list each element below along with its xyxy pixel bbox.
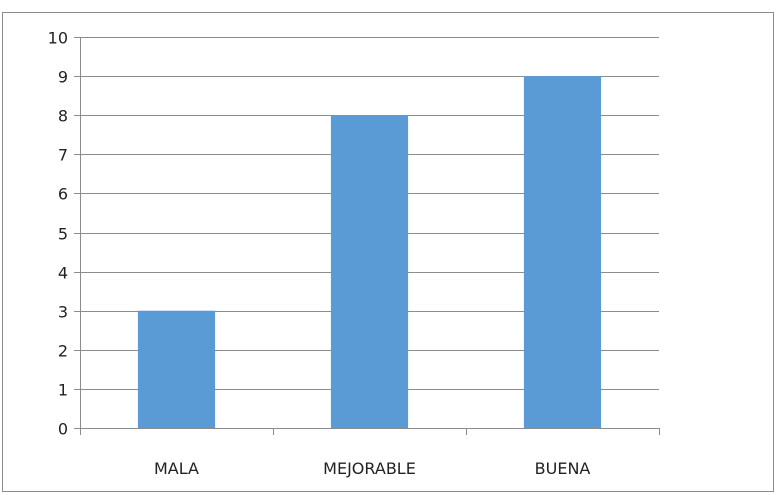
bar-mala [137,310,216,428]
axes [74,37,660,435]
y-tick-label-1: 1 [58,381,68,400]
bar-buena [523,76,602,428]
bars [137,76,602,428]
y-tick-label-5: 5 [58,225,68,244]
y-tick-label-10: 10 [48,29,68,48]
y-tick-label-7: 7 [58,146,68,165]
y-tick-label-4: 4 [58,264,68,283]
y-tick-label-8: 8 [58,107,68,126]
y-tick-label-3: 3 [58,303,68,322]
y-tick-label-9: 9 [58,68,68,87]
y-tick-label-6: 6 [58,185,68,204]
x-category-label-mejorable: MEJORABLE [323,459,416,478]
labels: 0 1 2 3 4 5 6 7 8 9 10 MALA MEJORABLE BUENA [48,29,591,479]
x-category-label-buena: BUENA [535,459,591,478]
x-category-label-mala: MALA [154,459,199,478]
y-tick-label-2: 2 [58,342,68,361]
y-tick-label-0: 0 [58,420,68,439]
bar-mejorable [330,115,409,428]
